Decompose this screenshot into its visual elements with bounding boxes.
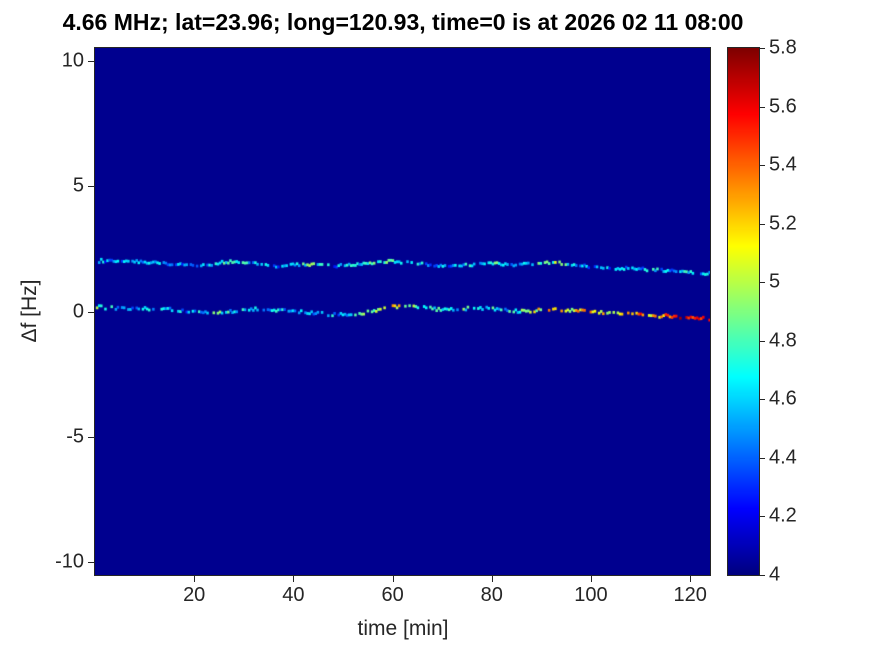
colorbar-tick-label: 4.6 (769, 387, 797, 410)
colorbar-tick-label: 5.2 (769, 212, 797, 235)
colorbar-tick-mark (760, 457, 765, 459)
x-tick-label: 100 (574, 584, 608, 606)
x-tick-mark (590, 576, 592, 582)
colorbar-tick-label: 4.4 (769, 446, 797, 469)
colorbar-tick-label: 4.2 (769, 504, 797, 527)
colorbar-tick-label: 5 (769, 270, 781, 293)
colorbar-tick-mark (760, 516, 765, 518)
y-tick-mark (88, 562, 94, 564)
colorbar-tick-mark (760, 106, 765, 108)
y-tick-label: 10 (61, 49, 84, 72)
heatmap-canvas (95, 48, 710, 575)
chart-title: 4.66 MHz; lat=23.96; long=120.93, time=0… (62, 9, 744, 35)
colorbar-tick-label: 5.4 (769, 153, 797, 176)
x-tick-label: 40 (282, 584, 305, 606)
x-tick-label: 20 (183, 584, 206, 606)
colorbar-tick-label: 5.6 (769, 95, 797, 118)
colorbar-tick-mark (760, 48, 765, 49)
colorbar-tick-mark (760, 282, 765, 284)
colorbar-tick-mark (760, 340, 765, 342)
x-tick-mark (194, 576, 196, 582)
y-tick-mark (88, 436, 94, 438)
x-tick-mark (491, 576, 493, 582)
x-axis-label: time [min] (357, 617, 449, 640)
y-tick-mark (88, 311, 94, 313)
colorbar-tick-label: 4 (769, 563, 781, 586)
colorbar-tick-label: 5.8 (769, 36, 797, 59)
colorbar (727, 47, 760, 576)
x-tick-mark (392, 576, 394, 582)
colorbar-canvas (728, 48, 759, 575)
y-tick-label: 0 (72, 300, 84, 322)
x-tick-label: 80 (480, 584, 503, 606)
plot-area (94, 47, 711, 576)
y-tick-mark (88, 186, 94, 188)
y-tick-label: -5 (66, 425, 84, 448)
y-tick-label: -10 (55, 550, 84, 573)
colorbar-tick-mark (760, 223, 765, 225)
colorbar-tick-mark (760, 165, 765, 167)
x-tick-mark (690, 576, 692, 582)
y-tick-mark (88, 60, 94, 62)
y-tick-label: 5 (72, 174, 84, 197)
colorbar-tick-label: 4.8 (769, 329, 797, 352)
x-tick-label: 120 (673, 584, 707, 606)
x-tick-label: 60 (381, 584, 404, 606)
x-tick-mark (293, 576, 295, 582)
colorbar-tick-mark (760, 399, 765, 401)
colorbar-tick-mark (760, 575, 765, 576)
